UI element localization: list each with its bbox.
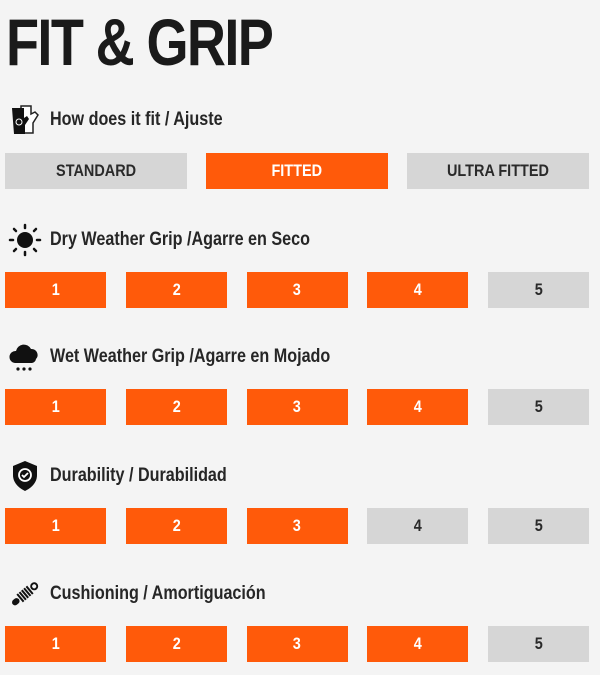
rating-box-4[interactable]: 4 xyxy=(367,508,469,544)
rating-box-4[interactable]: 4 xyxy=(367,272,469,308)
spring-icon xyxy=(6,576,44,612)
fit-heading: How does it fit / Ajuste xyxy=(6,102,253,138)
option-label: ULTRA FITTED xyxy=(447,161,549,180)
rating-heading: Wet Weather Grip /Agarre en Mojado xyxy=(6,339,380,375)
rating-number: 5 xyxy=(534,397,543,416)
rating-number: 1 xyxy=(51,516,60,535)
rating-number: 5 xyxy=(534,280,543,299)
rain-cloud-icon xyxy=(6,339,44,375)
rating-number: 4 xyxy=(413,516,422,535)
rating-number: 3 xyxy=(292,280,302,299)
rating-number: 1 xyxy=(51,397,60,416)
rating-heading: Cushioning / Amortiguación xyxy=(6,576,304,612)
rating-box-3[interactable]: 3 xyxy=(246,626,348,662)
rating-box-2[interactable]: 2 xyxy=(125,272,227,308)
rating-box-3[interactable]: 3 xyxy=(246,272,348,308)
rating-box-5[interactable]: 5 xyxy=(488,389,589,425)
rating-scale: 1 2 3 4 5 xyxy=(5,508,589,544)
rating-box-1[interactable]: 1 xyxy=(5,389,106,425)
rating-number: 3 xyxy=(292,516,302,535)
rating-box-2[interactable]: 2 xyxy=(125,626,227,662)
rating-number: 1 xyxy=(51,280,60,299)
rating-number: 2 xyxy=(172,516,181,535)
rating-number: 2 xyxy=(172,634,181,653)
rating-scale: 1 2 3 4 5 xyxy=(5,272,589,308)
fit-option-standard[interactable]: STANDARD xyxy=(5,153,187,189)
rating-number: 4 xyxy=(413,397,422,416)
rating-box-3[interactable]: 3 xyxy=(246,389,348,425)
rating-number: 1 xyxy=(51,634,60,653)
rating-number: 3 xyxy=(292,397,302,416)
rating-box-5[interactable]: 5 xyxy=(488,508,589,544)
fit-option-ultra-fitted[interactable]: ULTRA FITTED xyxy=(407,153,589,189)
rating-box-1[interactable]: 1 xyxy=(5,508,106,544)
sun-icon xyxy=(6,222,44,258)
rating-number: 4 xyxy=(413,634,422,653)
rating-number: 2 xyxy=(172,280,181,299)
fit-label: How does it fit / Ajuste xyxy=(50,109,223,130)
rating-scale: 1 2 3 4 5 xyxy=(5,626,589,662)
rating-label: Durability / Durabilidad xyxy=(50,465,227,486)
rating-box-3[interactable]: 3 xyxy=(246,508,348,544)
rating-heading: Durability / Durabilidad xyxy=(6,458,258,494)
rating-number: 3 xyxy=(292,634,302,653)
rating-box-5[interactable]: 5 xyxy=(488,626,589,662)
rating-label: Wet Weather Grip /Agarre en Mojado xyxy=(50,346,331,367)
fit-options: STANDARD FITTED ULTRA FITTED xyxy=(5,153,589,189)
page-title: FIT & GRIP xyxy=(6,5,274,79)
rating-number: 2 xyxy=(172,397,181,416)
glove-icon xyxy=(6,102,44,138)
rating-box-4[interactable]: 4 xyxy=(367,389,469,425)
option-label: FITTED xyxy=(271,161,323,180)
rating-box-4[interactable]: 4 xyxy=(367,626,469,662)
shield-check-icon xyxy=(6,458,44,494)
rating-box-1[interactable]: 1 xyxy=(5,626,106,662)
rating-label: Dry Weather Grip /Agarre en Seco xyxy=(50,229,310,250)
rating-heading: Dry Weather Grip /Agarre en Seco xyxy=(6,222,356,258)
rating-number: 4 xyxy=(413,280,422,299)
rating-number: 5 xyxy=(534,516,543,535)
rating-box-2[interactable]: 2 xyxy=(125,389,227,425)
rating-box-2[interactable]: 2 xyxy=(125,508,227,544)
rating-scale: 1 2 3 4 5 xyxy=(5,389,589,425)
rating-box-5[interactable]: 5 xyxy=(488,272,589,308)
rating-number: 5 xyxy=(534,634,543,653)
rating-label: Cushioning / Amortiguación xyxy=(50,583,266,604)
rating-box-1[interactable]: 1 xyxy=(5,272,106,308)
option-label: STANDARD xyxy=(55,161,137,180)
fit-option-fitted[interactable]: FITTED xyxy=(206,153,388,189)
